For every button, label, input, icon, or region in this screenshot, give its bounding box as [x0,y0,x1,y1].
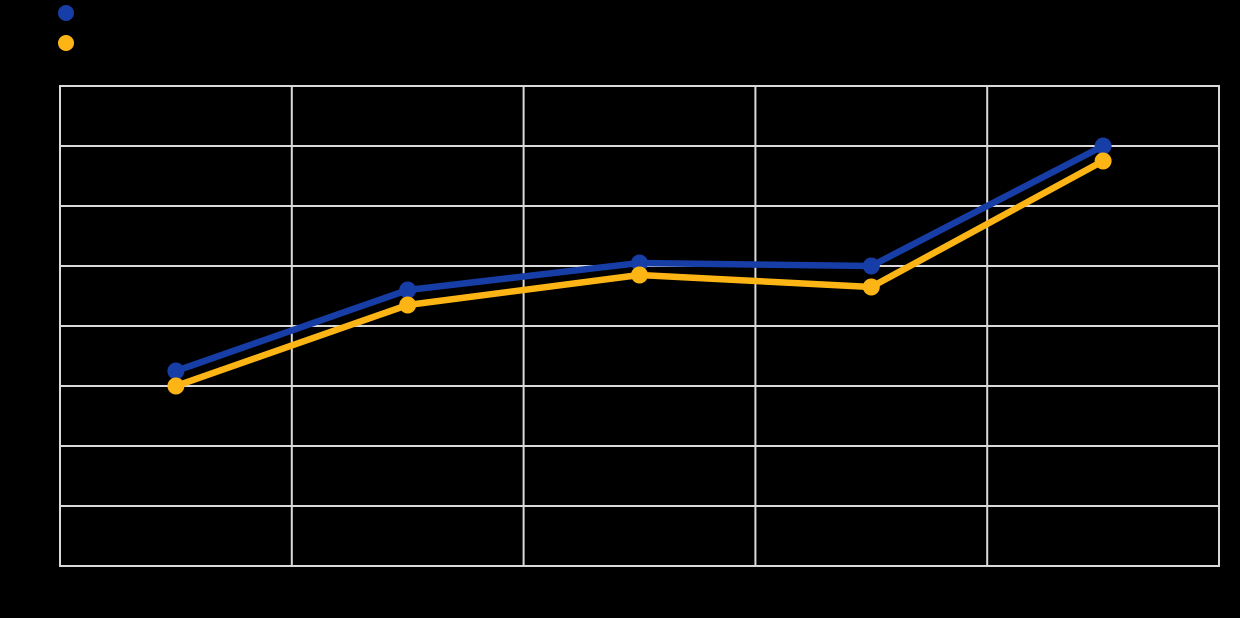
chart-legend [58,5,82,51]
data-point[interactable] [1094,137,1112,155]
data-point[interactable] [399,281,417,299]
data-point[interactable] [862,278,880,296]
data-point[interactable] [631,254,648,272]
data-point[interactable] [167,362,185,380]
legend-marker-circle-icon [58,5,74,21]
legend-item-series-2[interactable] [58,35,82,51]
legend-marker-circle-icon [58,35,74,51]
chart-gridlines [59,85,1220,567]
data-point[interactable] [167,377,185,395]
data-point[interactable] [1094,152,1112,170]
chart-series-lines [167,137,1112,395]
data-point[interactable] [631,266,648,284]
data-point[interactable] [399,296,417,314]
legend-item-series-1[interactable] [58,5,82,21]
data-point[interactable] [862,257,880,275]
